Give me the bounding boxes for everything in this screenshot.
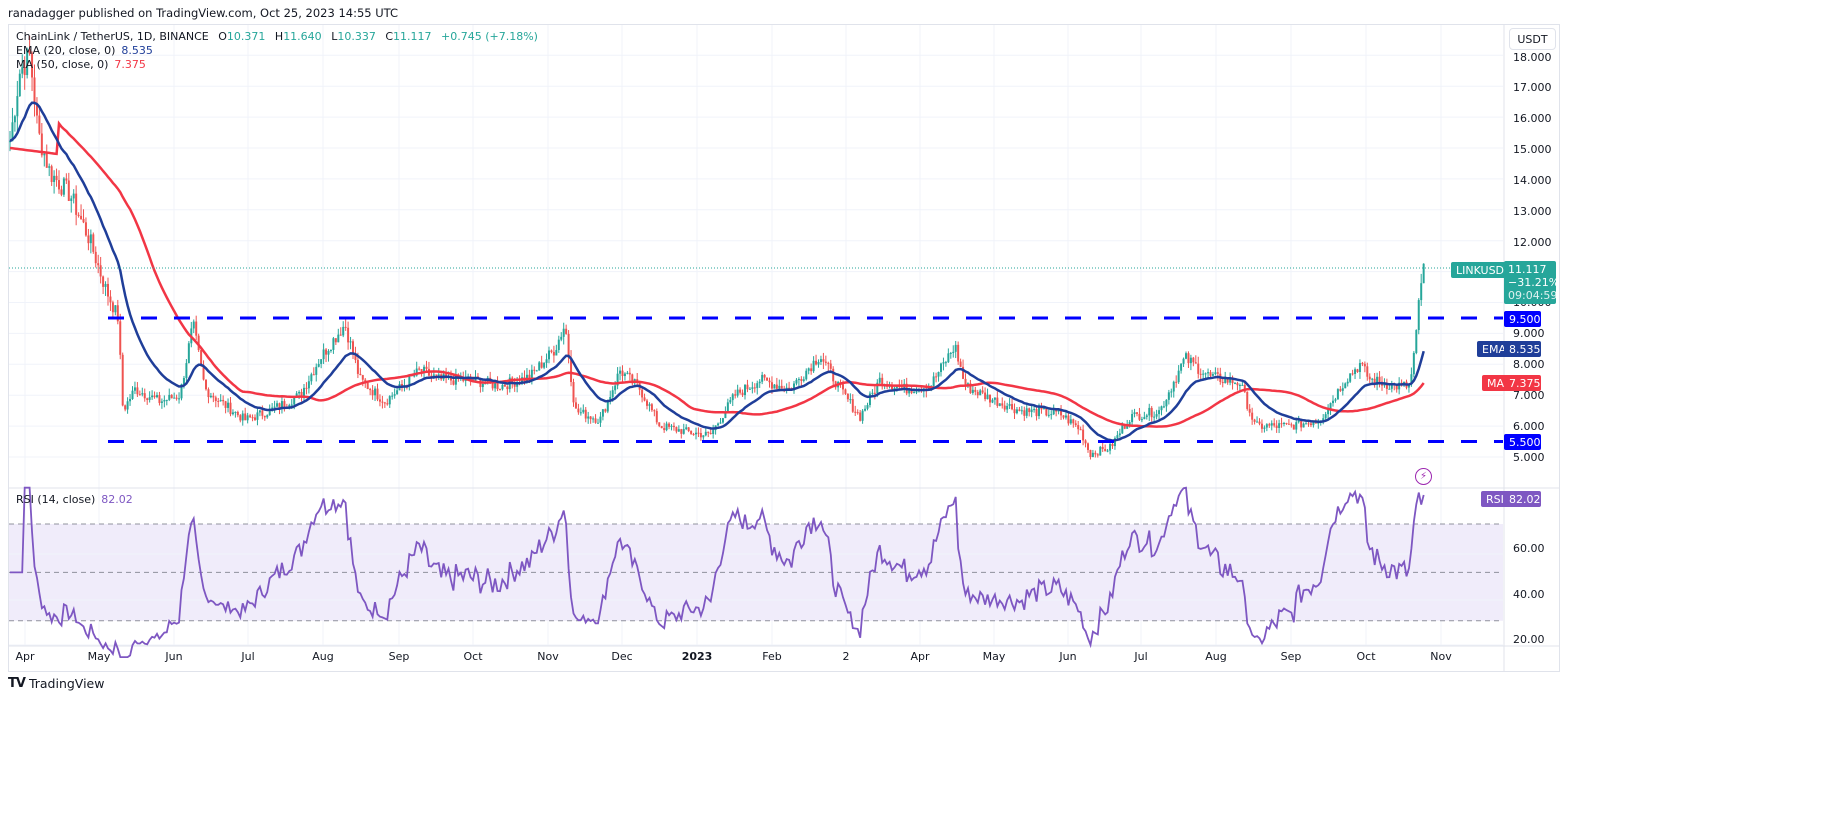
time-tick: Apr [910,650,930,663]
time-tick: Sep [1280,650,1302,663]
time-tick: 2023 [681,650,713,663]
rsi-tag-value: 82.02 [1504,491,1541,507]
ema-legend[interactable]: EMA (20, close, 0) 8.535 [16,44,153,57]
close-value: 11.117 [393,30,432,43]
time-tick: 2 [842,650,850,663]
time-tick: Jul [1134,650,1148,663]
time-tick: Sep [388,650,410,663]
last-change-pct: −31.21% [1508,276,1560,289]
ema-tag-value: 8.535 [1504,341,1541,357]
time-tick: Aug [1205,650,1227,663]
price-tick: 14.000 [1513,174,1552,187]
bar-countdown: 09:04:59 [1508,289,1558,302]
ma-tag-value: 7.375 [1504,375,1541,391]
time-tick: May [87,650,111,663]
symbol-title: ChainLink / TetherUS, 1D, BINANCE [16,30,209,43]
time-tick: Aug [312,650,334,663]
publisher-line: ranadagger published on TradingView.com,… [8,6,399,20]
resistance-level-tag: 9.500 [1504,311,1541,327]
change-value: +0.745 (+7.18%) [441,30,538,43]
last-price-tag: 11.117 −31.21% 09:04:59 [1504,261,1560,304]
symbol-tag: LINKUSDT [1451,262,1516,278]
ma-legend-value: 7.375 [114,58,146,71]
time-tick: Oct [1356,650,1376,663]
symbol-legend: ChainLink / TetherUS, 1D, BINANCE O10.37… [16,30,538,43]
price-tick: 8.000 [1513,358,1545,371]
rsi-tag-label: RSI [1481,491,1509,507]
support-level-tag: 5.500 [1504,434,1541,450]
currency-selector[interactable]: USDT [1509,28,1556,50]
lightning-alert-icon[interactable]: ⚡ [1415,468,1432,485]
rsi-tick: 40.00 [1513,588,1545,601]
time-tick: Nov [537,650,559,663]
rsi-tick: 20.00 [1513,633,1545,646]
time-tick: Apr [15,650,35,663]
rsi-legend-value: 82.02 [101,493,133,506]
price-tick: 16.000 [1513,112,1552,125]
rsi-tick: 60.00 [1513,542,1545,555]
tradingview-logo-icon: TV [8,676,26,691]
time-tick: Oct [463,650,483,663]
ma-tag-label: MA [1482,375,1510,391]
low-value: 10.337 [337,30,376,43]
price-tick: 12.000 [1513,236,1552,249]
footer-brand[interactable]: TV TradingView [8,676,104,691]
price-tick: 9.000 [1513,327,1545,340]
time-tick: Feb [762,650,782,663]
ma-legend[interactable]: MA (50, close, 0) 7.375 [16,58,146,71]
time-tick: Jun [1059,650,1077,663]
time-tick: Dec [611,650,633,663]
time-tick: May [982,650,1006,663]
price-tick: 18.000 [1513,51,1552,64]
price-tick: 17.000 [1513,81,1552,94]
brand-name: TradingView [28,676,105,691]
rsi-legend[interactable]: RSI (14, close) 82.02 [16,493,133,506]
last-price: 11.117 [1508,263,1547,276]
price-tick: 13.000 [1513,205,1552,218]
price-tick: 6.000 [1513,420,1545,433]
high-value: 11.640 [283,30,322,43]
price-tick: 7.000 [1513,389,1545,402]
price-tick: 15.000 [1513,143,1552,156]
price-tick: 5.000 [1513,451,1545,464]
ema-legend-value: 8.535 [121,44,153,57]
time-tick: Nov [1430,650,1452,663]
time-tick: Jun [165,650,183,663]
time-tick: Jul [241,650,255,663]
ema-tag-label: EMA [1477,341,1511,357]
open-value: 10.371 [226,30,266,43]
